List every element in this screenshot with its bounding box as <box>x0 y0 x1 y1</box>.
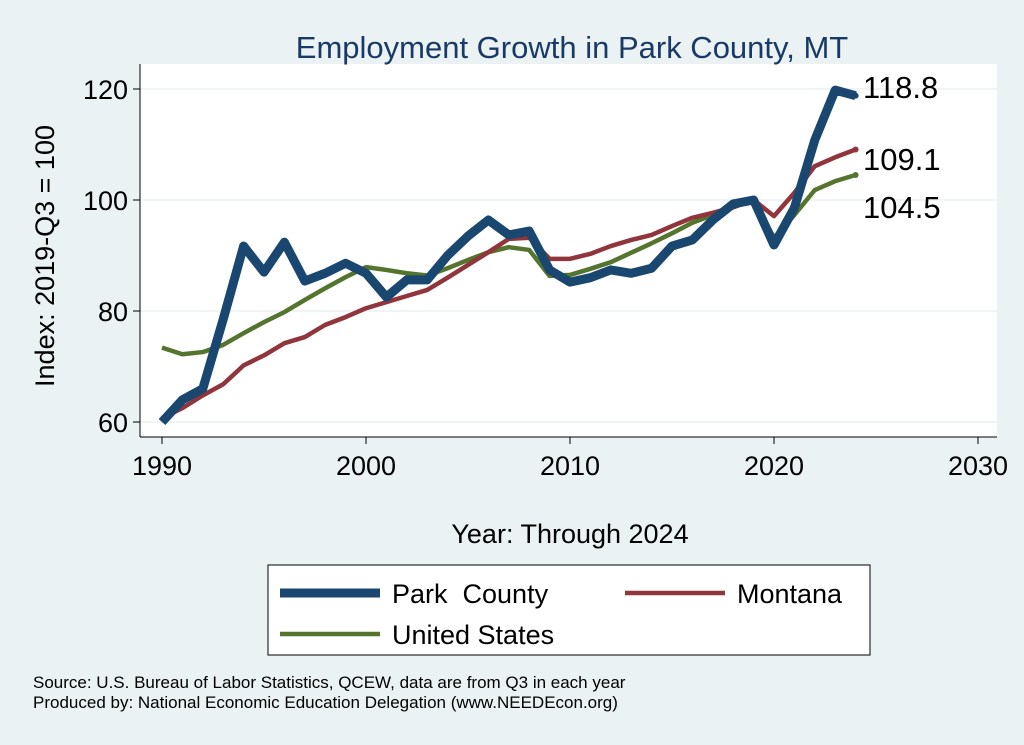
legend-label: Park County <box>392 579 549 609</box>
legend: Park County Montana United States <box>267 564 871 656</box>
y-tick-label: 100 <box>83 186 128 216</box>
producer-note: Produced by: National Economic Education… <box>33 693 618 712</box>
chart-title: Employment Growth in Park County, MT <box>296 30 848 65</box>
y-tick-label: 80 <box>98 297 128 327</box>
x-tick-label: 2020 <box>744 451 804 481</box>
x-tick-label: 1990 <box>132 451 192 481</box>
plot-area <box>140 64 997 437</box>
x-axis-label: Year: Through 2024 <box>451 519 688 549</box>
x-tick-label: 2030 <box>948 451 1008 481</box>
series-end-point <box>852 92 859 99</box>
end-value-label: 118.8 <box>863 70 938 105</box>
x-tick-label: 2010 <box>540 451 600 481</box>
series-end-point <box>852 146 859 153</box>
end-value-label: 104.5 <box>863 190 941 225</box>
x-tick-label: 2000 <box>336 451 396 481</box>
y-tick-label: 120 <box>83 75 128 105</box>
end-value-label: 109.1 <box>863 142 941 177</box>
source-note: Source: U.S. Bureau of Labor Statistics,… <box>33 673 626 692</box>
legend-label: Montana <box>737 579 843 609</box>
legend-label: United States <box>392 620 554 650</box>
y-axis-label: Index: 2019-Q3 = 100 <box>30 125 60 387</box>
y-tick-label: 60 <box>98 408 128 438</box>
series-end-point <box>852 172 859 179</box>
series-line-park-county <box>158 85 857 426</box>
